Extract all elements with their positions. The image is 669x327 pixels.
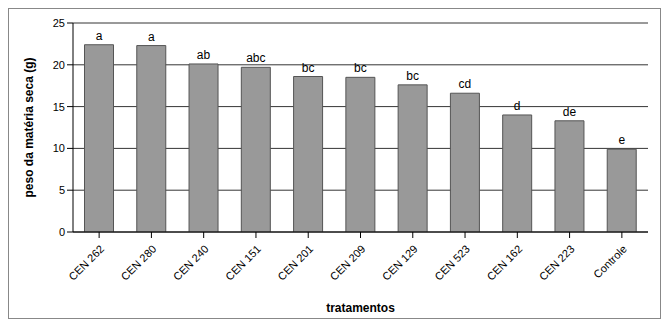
svg-text:CEN 162: CEN 162 xyxy=(484,243,524,283)
svg-text:bc: bc xyxy=(302,61,315,75)
svg-text:e: e xyxy=(618,133,625,147)
svg-text:0: 0 xyxy=(59,226,65,238)
svg-text:CEN 240: CEN 240 xyxy=(171,243,211,283)
svg-text:a: a xyxy=(96,29,103,43)
svg-text:peso da matéria seca (g): peso da matéria seca (g) xyxy=(22,57,36,197)
svg-text:15: 15 xyxy=(53,101,65,113)
svg-text:25: 25 xyxy=(53,17,65,29)
svg-text:CEN 523: CEN 523 xyxy=(432,243,472,283)
svg-text:5: 5 xyxy=(59,184,65,196)
svg-text:tratamentos: tratamentos xyxy=(326,301,395,315)
svg-text:CEN 201: CEN 201 xyxy=(275,243,315,283)
svg-text:CEN 151: CEN 151 xyxy=(223,243,263,283)
svg-text:CEN 129: CEN 129 xyxy=(380,243,420,283)
svg-text:CEN 280: CEN 280 xyxy=(118,243,158,283)
svg-text:abc: abc xyxy=(246,51,265,65)
svg-text:CEN 223: CEN 223 xyxy=(537,243,577,283)
svg-text:d: d xyxy=(514,99,521,113)
svg-text:20: 20 xyxy=(53,59,65,71)
svg-text:ab: ab xyxy=(197,48,211,62)
svg-text:CEN 262: CEN 262 xyxy=(66,243,106,283)
svg-text:10: 10 xyxy=(53,142,65,154)
svg-text:Controle: Controle xyxy=(591,243,629,281)
svg-text:bc: bc xyxy=(406,69,419,83)
svg-text:a: a xyxy=(148,30,155,44)
svg-text:de: de xyxy=(563,105,577,119)
svg-text:CEN 209: CEN 209 xyxy=(328,243,368,283)
svg-text:cd: cd xyxy=(459,77,472,91)
svg-text:bc: bc xyxy=(354,61,367,75)
